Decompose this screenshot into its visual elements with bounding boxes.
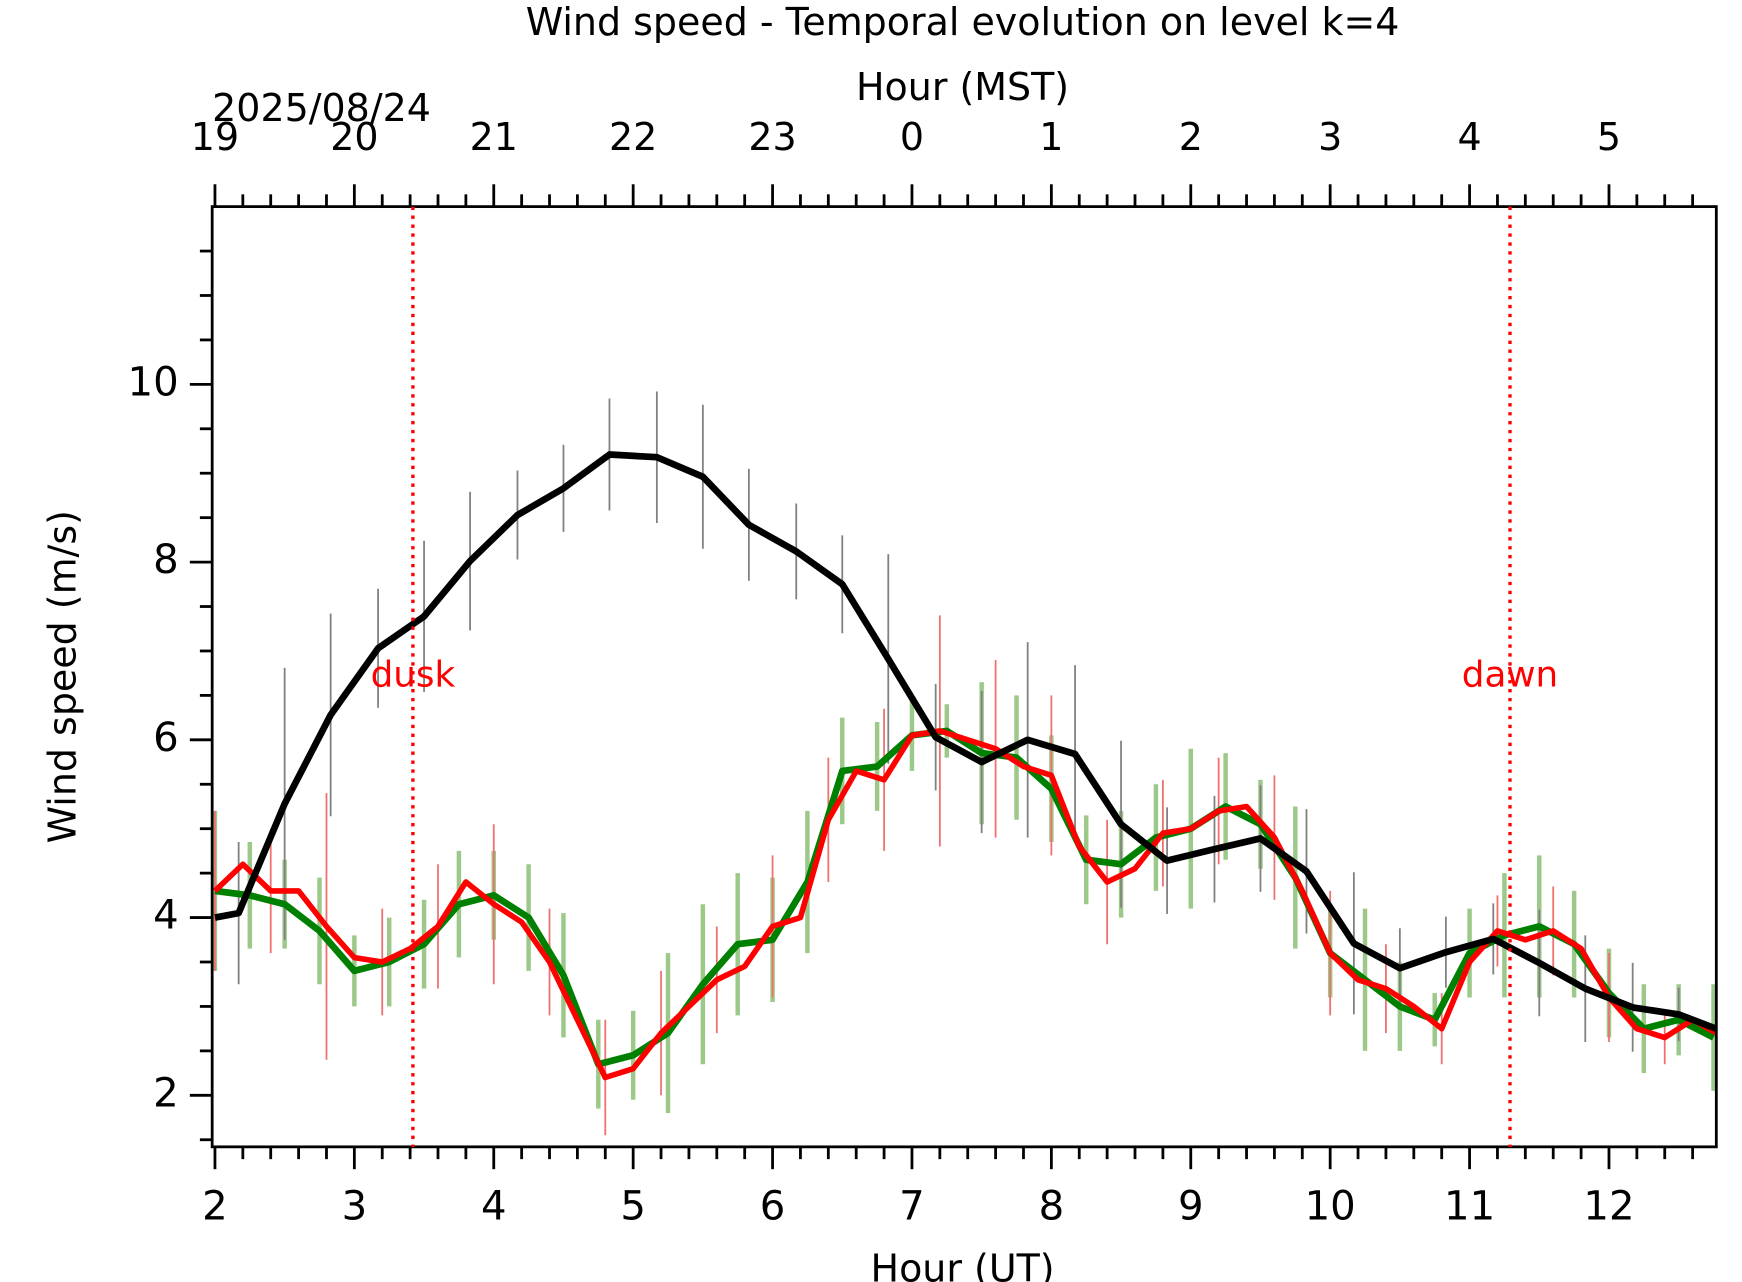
x-tick-label: 2 [202,1183,228,1229]
plot-area [212,391,1717,1136]
x2-tick-label: 5 [1597,115,1621,159]
x-tick-label: 3 [342,1183,368,1229]
y-tick-label: 8 [153,537,179,583]
axes-frame [210,205,1718,1149]
x2-tick-label: 3 [1318,115,1342,159]
x2-axis-label: Hour (MST) [856,65,1069,109]
x2-tick-label: 21 [470,115,518,159]
x2-tick-label: 22 [609,115,657,159]
x2-tick-label: 0 [900,115,924,159]
x-tick-label: 4 [481,1183,507,1229]
x2-tick-label: 20 [330,115,378,159]
series-line [214,727,1716,1068]
x-tick-label: 12 [1583,1183,1634,1229]
vertical-marker-label: dusk [371,655,456,696]
x-tick-label: 8 [1039,1183,1065,1229]
x2-tick-label: 4 [1457,115,1481,159]
x2-tick-label: 1 [1039,115,1063,159]
x2-tick-label: 23 [748,115,796,159]
x-tick-label: 6 [760,1183,786,1229]
y-tick-label: 6 [153,715,179,761]
x-tick-label: 5 [620,1183,646,1229]
series-line [214,451,1717,1032]
x2-tick-label: 19 [191,115,239,159]
x2-tick-label: 2 [1179,115,1203,159]
x-tick-label: 11 [1444,1183,1495,1229]
y-tick-label: 2 [153,1070,179,1116]
x-tick-label: 10 [1305,1183,1356,1229]
x-tick-label: 7 [899,1183,925,1229]
series-line [213,728,1717,1081]
y-tick-label: 10 [128,359,179,405]
y-axis-label: Wind speed (m/s) [40,510,84,843]
x-tick-label: 9 [1178,1183,1204,1229]
vertical-marker-label: dawn [1462,655,1558,696]
chart-title: Wind speed - Temporal evolution on level… [526,0,1400,44]
x-axis-label: Hour (UT) [871,1246,1055,1282]
date-label: 2025/08/24 [212,86,431,130]
y-tick-label: 4 [153,893,179,939]
